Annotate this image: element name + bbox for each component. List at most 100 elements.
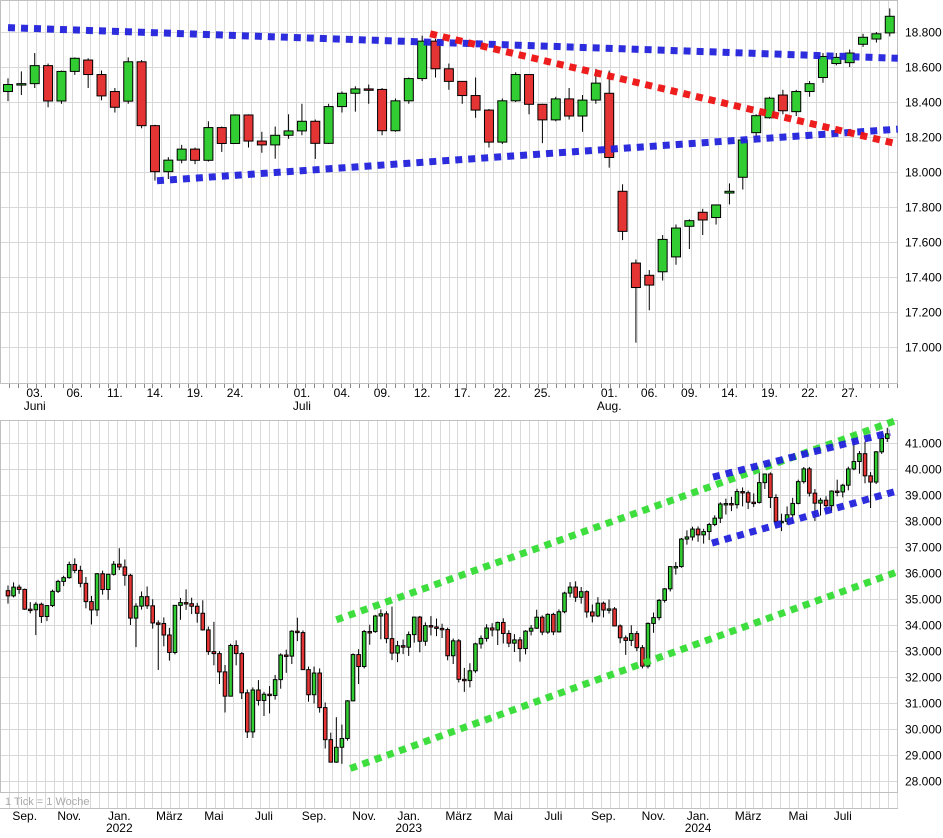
candle-up [840, 484, 846, 493]
x-tick-label: 17. [454, 386, 471, 400]
dotted-trendline[interactable] [7, 24, 898, 62]
candle-up [29, 65, 40, 85]
candle-down [283, 654, 289, 657]
candle-down [695, 528, 701, 536]
trendlines[interactable] [7, 24, 899, 185]
x-tick-label: Jan. [397, 809, 420, 823]
candle-down [161, 622, 167, 636]
candle-up [289, 630, 295, 657]
candle-up [55, 580, 61, 592]
candle-down [256, 689, 261, 701]
candle-up [879, 437, 885, 453]
candle-down [773, 496, 779, 522]
candle-down [697, 211, 708, 221]
dotted-trendline[interactable] [712, 429, 891, 481]
candle-down [39, 603, 44, 618]
candle-down [256, 140, 267, 146]
candle-up [403, 78, 414, 102]
x-tick-label: 01. [294, 386, 311, 400]
candle-down [751, 501, 757, 505]
candle-up [562, 592, 567, 613]
candle-down [117, 563, 122, 568]
x-tick-label: 22. [494, 386, 511, 400]
candle-down [612, 608, 617, 627]
candle-down [367, 631, 373, 634]
candle-down [644, 274, 655, 286]
x-tick-label: 11. [107, 386, 123, 400]
y-tick-label: 30.000 [905, 723, 942, 737]
dotted-trendline[interactable] [156, 125, 899, 185]
candle-down [834, 490, 840, 493]
tick-period-note: 1 Tick = 1 Woche [5, 796, 89, 808]
y-tick-label: 31.000 [905, 697, 942, 711]
candle-down [623, 637, 629, 641]
y-tick-label: 18.400 [905, 96, 942, 110]
candle-down [5, 590, 11, 597]
candle-up [339, 737, 345, 748]
y-tick-label: 39.000 [905, 489, 942, 503]
candle-up [756, 482, 762, 503]
candle-down [128, 574, 133, 619]
candle-down [862, 453, 868, 477]
candle-up [817, 56, 828, 79]
candle-up [884, 15, 895, 34]
dotted-trendline[interactable] [349, 568, 900, 772]
candle-down [216, 127, 227, 145]
candle-down [384, 613, 389, 640]
candle-down [470, 95, 481, 111]
x-tick-label: Juli [544, 809, 562, 823]
trendlines[interactable] [335, 416, 900, 772]
candle-down [96, 74, 107, 97]
candle-down [729, 503, 734, 506]
candle-down [604, 92, 615, 159]
candle-up [390, 100, 401, 132]
candle-up [673, 566, 679, 569]
x-tick-label: 04. [334, 386, 351, 400]
dotted-trendline[interactable] [711, 488, 895, 547]
x-tick-sublabel: 2022 [106, 821, 133, 835]
x-tick-label: 14. [721, 386, 738, 400]
y-tick-label: 17.800 [905, 201, 942, 215]
candle-up [577, 99, 588, 117]
candle-up [69, 57, 80, 72]
candle-up [628, 633, 634, 641]
candle-down [640, 647, 645, 667]
candle-down [489, 627, 495, 631]
candle-up [50, 590, 55, 607]
candle-down [122, 566, 128, 576]
candle-down [222, 671, 228, 697]
candle-up [176, 148, 187, 161]
candle-up [3, 84, 13, 93]
x-tick-sublabel: Juni [24, 399, 46, 413]
candle-down [328, 739, 334, 763]
candle-up [478, 637, 484, 645]
candle-down [389, 638, 395, 654]
candle-down [16, 586, 22, 590]
candle-down [439, 627, 445, 631]
x-tick-label: Jan. [687, 809, 710, 823]
dotted-trendline[interactable] [429, 30, 899, 148]
candle-up [590, 82, 601, 101]
candle-up [334, 746, 339, 763]
candle-up [556, 611, 562, 633]
candle-up [684, 536, 690, 540]
candle-down [83, 59, 94, 76]
candle-up [163, 159, 174, 173]
candle-down [400, 645, 406, 648]
daily-candlestick-chart[interactable]: 18.800 18.600 18.400 18.200 18.000 17.800 17.6… [0, 0, 942, 413]
candle-up [512, 639, 517, 644]
candle-up [423, 625, 428, 642]
candle-down [183, 602, 189, 605]
weekly-candlestick-chart[interactable]: 41.000 40.000 39.000 38.000 37.000 36.000 35.0… [0, 416, 942, 835]
candle-down [377, 88, 388, 132]
candle-up [528, 627, 534, 632]
candle-down [443, 68, 454, 82]
candle-up [671, 227, 681, 258]
y-tick-label: 29.000 [905, 749, 942, 763]
candle-up [510, 74, 521, 102]
candle-up [133, 605, 139, 619]
candle-up [884, 433, 890, 439]
candle-down [190, 148, 201, 161]
